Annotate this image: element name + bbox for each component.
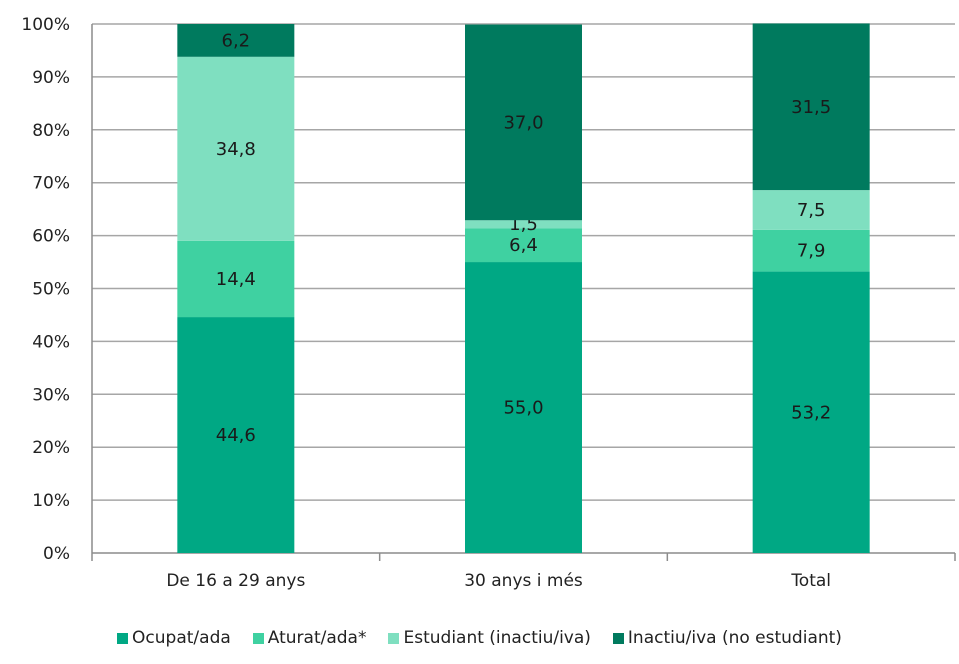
- y-tick-label: 40%: [32, 332, 70, 352]
- y-tick-label: 20%: [32, 438, 70, 458]
- legend-swatch: [612, 632, 624, 644]
- bar-segment: [177, 240, 295, 318]
- bar-segment: [752, 229, 870, 272]
- data-label: 14,4: [216, 269, 256, 290]
- data-label: 6,2: [222, 30, 251, 51]
- y-tick-label: 60%: [32, 227, 70, 247]
- legend-item: Aturat/ada*: [252, 628, 367, 648]
- y-tick-label: 0%: [43, 544, 70, 564]
- data-label: 6,4: [509, 235, 538, 256]
- legend-label: Aturat/ada*: [267, 628, 367, 648]
- bar-segment: [465, 262, 582, 553]
- data-label: 55,0: [503, 398, 543, 419]
- legend-item: Ocupat/ada: [117, 628, 231, 648]
- data-label: 7,5: [797, 200, 826, 221]
- y-tick-label: 30%: [32, 385, 70, 405]
- bar-segment: [752, 271, 870, 553]
- legend-swatch: [252, 632, 264, 644]
- y-tick-label: 90%: [32, 68, 70, 88]
- bar-segment: [465, 228, 582, 263]
- legend-swatch: [388, 632, 400, 644]
- y-tick-label: 50%: [32, 280, 70, 300]
- bar-segment: [752, 190, 870, 230]
- bar-segment: [752, 23, 870, 191]
- legend-label: Inactiu/iva (no estudiant): [627, 628, 842, 648]
- bar-segment: [177, 24, 295, 57]
- legend-label: Estudiant (inactiu/iva): [403, 628, 591, 648]
- y-tick-label: 80%: [32, 121, 70, 141]
- bar-segment: [177, 317, 295, 553]
- data-label: 53,2: [791, 402, 831, 423]
- x-category-label: Total: [790, 571, 831, 591]
- legend-swatch: [117, 632, 129, 644]
- legend-item: Inactiu/iva (no estudiant): [612, 628, 842, 648]
- data-label: 34,8: [216, 139, 256, 160]
- stacked-bar-chart: 0% 10% 20% 30% 40% 50% 60% 70% 80% 90% 100% 44,6 14,…: [21, 15, 956, 591]
- data-label: 31,5: [791, 97, 831, 118]
- y-tick-label: 10%: [32, 491, 70, 511]
- legend-label: Ocupat/ada: [132, 628, 231, 648]
- y-tick-label: 70%: [32, 174, 70, 194]
- data-label: 7,9: [797, 241, 826, 262]
- bar-segment: [465, 220, 582, 229]
- bar-segment: [465, 24, 582, 221]
- data-label: 44,6: [216, 425, 256, 446]
- y-tick-label: 100%: [21, 15, 70, 35]
- bar-segment: [177, 56, 295, 241]
- x-category-label: 30 anys i més: [464, 571, 583, 591]
- legend-item: Estudiant (inactiu/iva): [388, 628, 591, 648]
- data-label: 37,0: [503, 112, 543, 133]
- legend: Ocupat/ada Aturat/ada* Estudiant (inactiu/…: [0, 628, 959, 648]
- x-category-label: De 16 a 29 anys: [166, 571, 305, 591]
